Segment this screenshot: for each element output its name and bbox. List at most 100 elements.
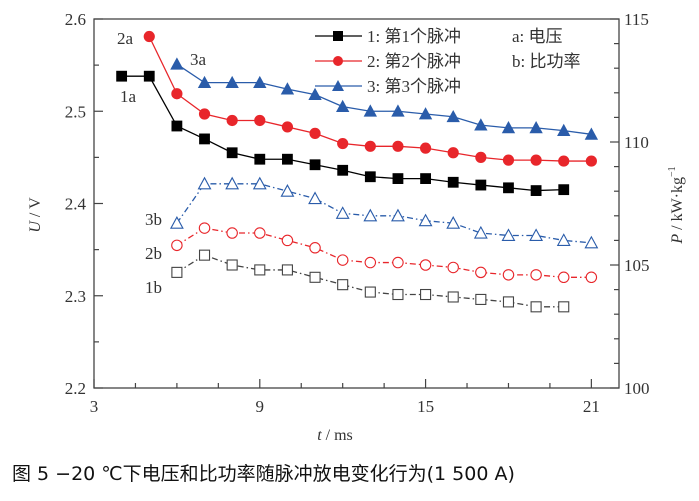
point-circle bbox=[419, 142, 432, 154]
legend: 1: 第1个脉冲 2: 第2个脉冲 3: 第3个脉冲 a: 电压 b: 比功率 bbox=[315, 27, 580, 96]
y2-axis-title: P / kW·kg−1 bbox=[667, 166, 686, 244]
point-circle bbox=[392, 140, 404, 152]
legend-marker-triangle bbox=[332, 80, 344, 91]
point-square bbox=[447, 291, 459, 303]
point-triangle bbox=[391, 104, 405, 117]
point-triangle bbox=[474, 118, 488, 131]
point-square bbox=[337, 164, 349, 176]
legend-entry-1: 1: 第1个脉冲 bbox=[315, 27, 461, 46]
series-line-3b bbox=[176, 183, 592, 244]
point-triangle bbox=[336, 99, 350, 113]
point-square bbox=[420, 173, 431, 184]
figure-caption: 图 5 −20 ℃下电压和比功率随脉冲放电变化行为(1 500 A) bbox=[12, 463, 515, 485]
point-circle bbox=[557, 271, 570, 284]
point-square bbox=[503, 182, 514, 194]
point-triangle bbox=[363, 104, 377, 117]
point-triangle bbox=[170, 57, 184, 70]
point-circle bbox=[309, 242, 321, 254]
point-square bbox=[558, 301, 570, 313]
point-square bbox=[337, 279, 349, 291]
point-square bbox=[254, 264, 266, 276]
point-circle bbox=[530, 269, 542, 281]
point-triangle bbox=[418, 107, 433, 120]
point-triangle bbox=[584, 127, 599, 140]
point-circle bbox=[364, 140, 376, 152]
svg-text:1: 第1个脉冲: 1: 第1个脉冲 bbox=[367, 27, 461, 46]
point-square bbox=[198, 249, 211, 261]
point-square bbox=[475, 293, 487, 305]
point-circle bbox=[364, 256, 377, 269]
point-square bbox=[143, 70, 155, 82]
point-circle bbox=[198, 222, 211, 234]
series-1a bbox=[116, 70, 570, 196]
point-triangle bbox=[446, 216, 461, 229]
point-square bbox=[447, 176, 459, 188]
point-circle bbox=[254, 114, 266, 127]
point-triangle bbox=[280, 82, 295, 95]
series-line-3a bbox=[176, 63, 592, 135]
point-circle bbox=[585, 155, 597, 167]
legend-marker-square bbox=[333, 31, 343, 41]
point-square bbox=[364, 286, 376, 298]
legend-marker-circle bbox=[333, 56, 343, 66]
series-2b bbox=[171, 222, 598, 284]
point-square bbox=[309, 271, 321, 283]
point-circle bbox=[447, 261, 459, 274]
point-circle bbox=[530, 154, 542, 166]
axis-ticks: 3 9 15 21 2.2 2.3 2.4 2.5 2.6 100 105 110 115 bbox=[65, 10, 650, 416]
point-triangle bbox=[308, 87, 322, 101]
point-triangle bbox=[584, 235, 599, 249]
legend-entry-2: 2: 第2个脉冲 bbox=[315, 52, 461, 71]
point-square bbox=[226, 147, 238, 159]
x-tick-label: 15 bbox=[417, 397, 434, 416]
x-axis-title: t / ms bbox=[317, 427, 353, 444]
y2-tick-label: 110 bbox=[624, 133, 649, 152]
point-circle bbox=[502, 269, 515, 281]
point-square bbox=[392, 173, 404, 184]
point-circle bbox=[281, 121, 294, 133]
x-tick-label: 21 bbox=[583, 397, 600, 416]
point-circle bbox=[392, 256, 404, 269]
svg-text:3: 第3个脉冲: 3: 第3个脉冲 bbox=[367, 77, 461, 96]
point-circle bbox=[143, 30, 155, 43]
point-triangle bbox=[556, 233, 571, 246]
point-square bbox=[392, 288, 404, 301]
point-square bbox=[309, 159, 321, 171]
point-circle bbox=[281, 234, 294, 247]
point-square bbox=[558, 184, 570, 196]
legend-key-b: b: 比功率 bbox=[512, 52, 580, 71]
series-3a bbox=[170, 57, 599, 140]
legend-key-a: a: 电压 bbox=[512, 27, 563, 46]
point-triangle bbox=[197, 176, 212, 190]
point-circle bbox=[419, 259, 432, 271]
annotation-1a: 1a bbox=[120, 87, 137, 106]
point-triangle bbox=[169, 216, 184, 229]
plot-frame bbox=[93, 18, 620, 389]
point-circle bbox=[336, 254, 349, 266]
point-circle bbox=[171, 88, 183, 100]
point-circle bbox=[558, 155, 570, 167]
series-2a bbox=[143, 30, 597, 167]
point-triangle bbox=[225, 176, 240, 190]
point-square bbox=[199, 133, 210, 145]
series-1b bbox=[171, 249, 570, 313]
point-triangle bbox=[225, 75, 239, 89]
annotation-2a: 2a bbox=[117, 29, 134, 48]
annotation-1b: 1b bbox=[145, 278, 162, 297]
point-triangle bbox=[529, 228, 544, 242]
annotation-2b: 2b bbox=[145, 244, 162, 263]
point-triangle bbox=[252, 176, 267, 190]
point-circle bbox=[171, 239, 183, 252]
series-3b bbox=[169, 176, 599, 249]
point-circle bbox=[502, 154, 515, 166]
point-circle bbox=[226, 114, 238, 127]
point-square bbox=[171, 120, 183, 132]
point-triangle bbox=[473, 225, 488, 239]
point-circle bbox=[309, 127, 321, 139]
point-square bbox=[226, 259, 238, 271]
point-circle bbox=[585, 271, 598, 284]
point-square bbox=[475, 179, 487, 191]
point-circle bbox=[337, 137, 349, 150]
point-square bbox=[530, 301, 542, 313]
